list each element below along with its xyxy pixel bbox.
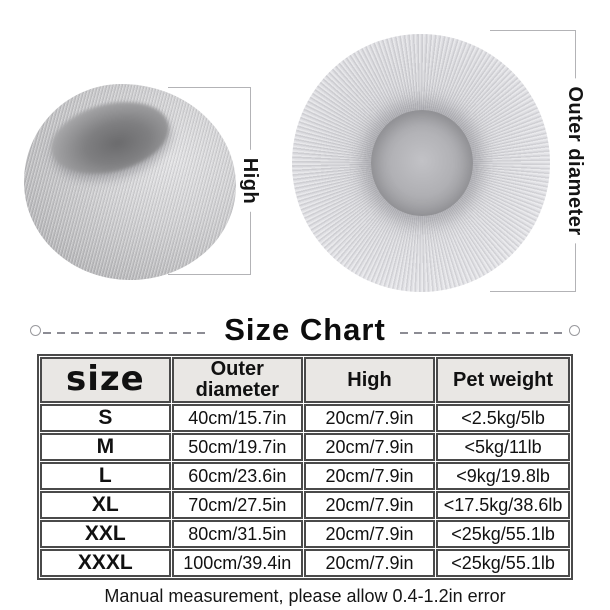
outer-diameter-cell: 60cm/23.6in (171, 462, 303, 490)
high-cell: 20cm/7.9in (303, 549, 436, 577)
table-row: S 40cm/15.7in 20cm/7.9in <2.5kg/5lb (40, 404, 570, 432)
outer-diameter-cell: 80cm/31.5in (171, 520, 303, 548)
header-high: High (303, 357, 436, 403)
high-cell: 20cm/7.9in (303, 433, 436, 461)
outer-diameter-measure-bracket: Outer diameter (490, 30, 586, 292)
outer-diameter-cell: 70cm/27.5in (171, 491, 303, 519)
high-cell: 20cm/7.9in (303, 520, 436, 548)
table-row: XXL 80cm/31.5in 20cm/7.9in <25kg/55.1lb (40, 520, 570, 548)
ring-icon (569, 324, 581, 336)
bed-top-hole (371, 110, 473, 216)
page-title: Size Chart (224, 312, 386, 347)
size-label-cell: XL (40, 491, 171, 519)
size-chart-table: size Outer diameter High Pet weight S 40… (37, 354, 573, 580)
size-label-cell: XXXL (40, 549, 171, 577)
size-label-cell: L (40, 462, 171, 490)
table-header-row: size Outer diameter High Pet weight (40, 357, 570, 403)
measurement-disclaimer: Manual measurement, please allow 0.4-1.2… (104, 586, 506, 606)
outer-diameter-cell: 50cm/19.7in (171, 433, 303, 461)
pet-weight-cell: <5kg/11lb (436, 433, 570, 461)
table-row: XXXL 100cm/39.4in 20cm/7.9in <25kg/55.1l… (40, 549, 570, 577)
pet-bed-side-photo (24, 84, 236, 280)
table-row: M 50cm/19.7in 20cm/7.9in <5kg/11lb (40, 433, 570, 461)
pet-weight-cell: <25kg/55.1lb (436, 549, 570, 577)
dashed-divider (43, 332, 211, 334)
table-row: L 60cm/23.6in 20cm/7.9in <9kg/19.8lb (40, 462, 570, 490)
product-hero: High Outer diameter (0, 0, 610, 302)
size-label-cell: M (40, 433, 171, 461)
outer-diameter-cell: 100cm/39.4in (171, 549, 303, 577)
dashed-divider (399, 332, 568, 334)
pet-bed-top-photo (292, 34, 550, 292)
height-measure-bracket: High (168, 87, 261, 275)
outer-diameter-label: Outer diameter (564, 78, 586, 244)
high-cell: 20cm/7.9in (303, 491, 436, 519)
size-label-cell: S (40, 404, 171, 432)
header-outer-diameter: Outer diameter (171, 357, 303, 403)
outer-diameter-cell: 40cm/15.7in (171, 404, 303, 432)
high-cell: 20cm/7.9in (303, 462, 436, 490)
header-size: size (40, 357, 171, 403)
height-label: High (239, 149, 261, 213)
pet-weight-cell: <25kg/55.1lb (436, 520, 570, 548)
title-row: Size Chart (30, 312, 581, 348)
bed-side-body (24, 84, 236, 280)
pet-weight-cell: <2.5kg/5lb (436, 404, 570, 432)
size-label-cell: XXL (40, 520, 171, 548)
header-pet-weight: Pet weight (436, 357, 570, 403)
pet-weight-cell: <9kg/19.8lb (436, 462, 570, 490)
ring-icon (30, 324, 41, 336)
table-row: XL 70cm/27.5in 20cm/7.9in <17.5kg/38.6lb (40, 491, 570, 519)
high-cell: 20cm/7.9in (303, 404, 436, 432)
pet-weight-cell: <17.5kg/38.6lb (436, 491, 570, 519)
